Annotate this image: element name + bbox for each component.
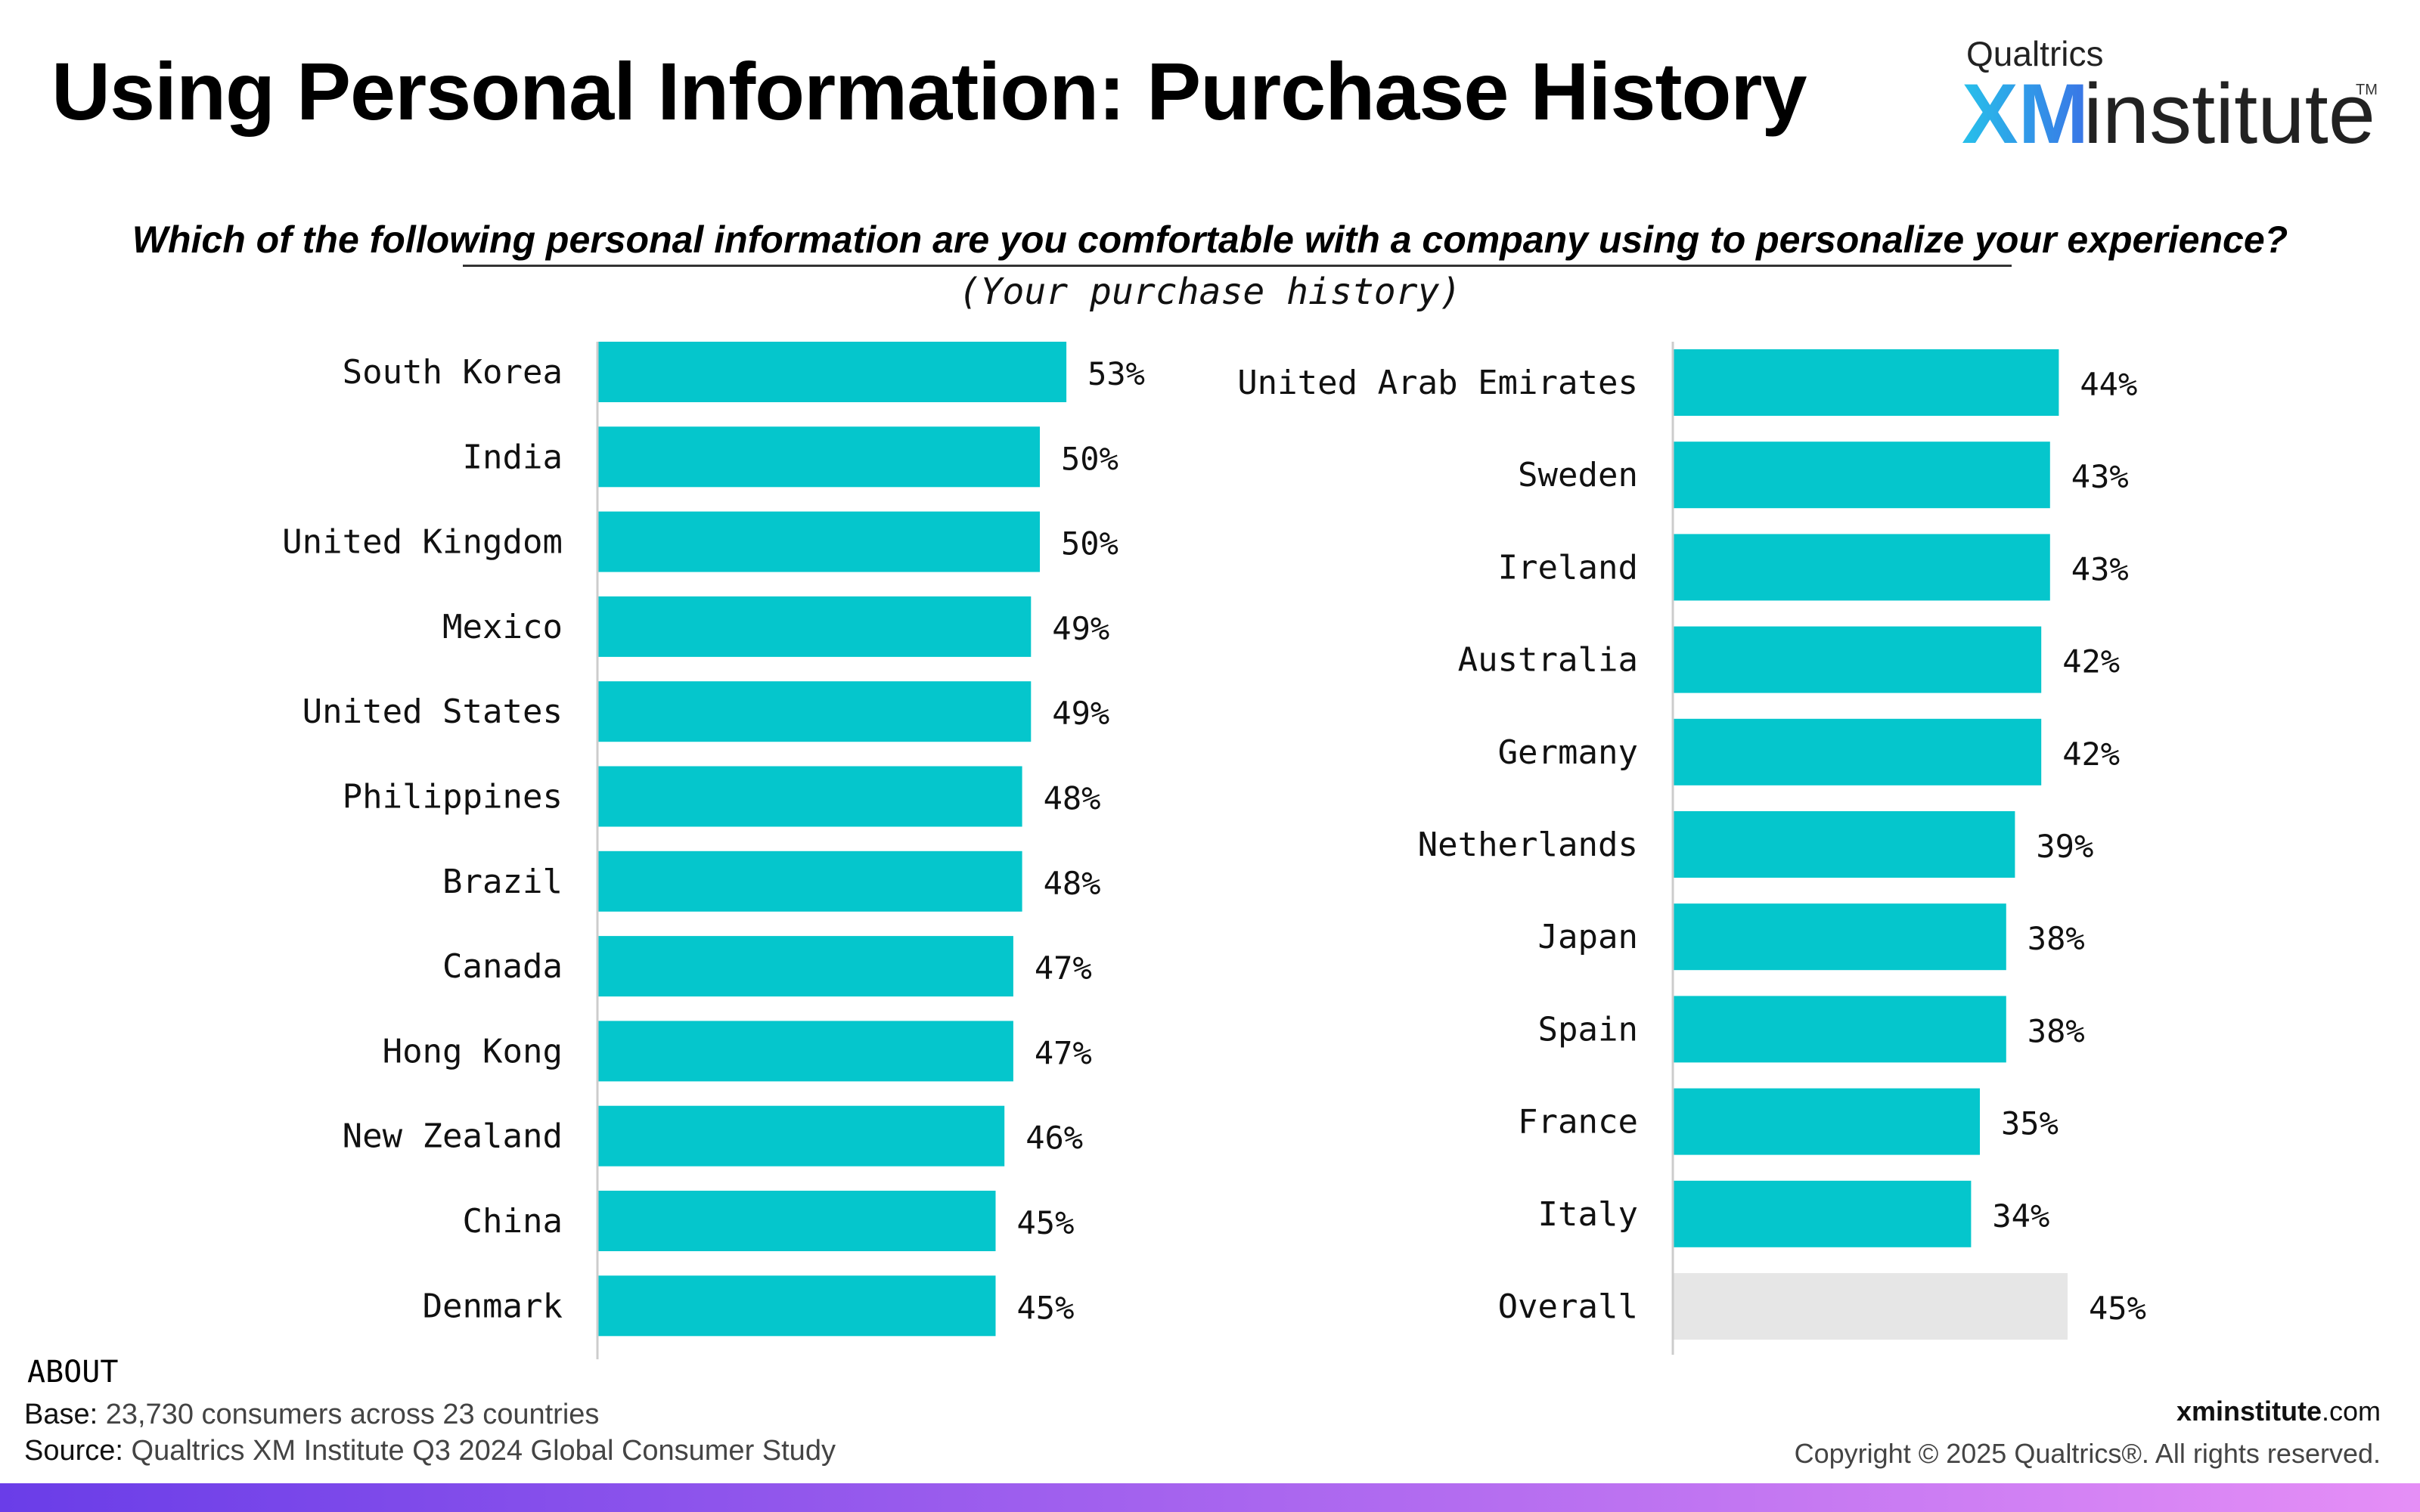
base-note: Base: 23,730 consumers across 23 countri… bbox=[24, 1399, 599, 1431]
value-label: 45% bbox=[1017, 1289, 1075, 1326]
logo-qualtrics-text: Qualtrics bbox=[1966, 34, 2104, 73]
category-label: Japan bbox=[1538, 918, 1638, 956]
source-text: Qualtrics XM Institute Q3 2024 Global Co… bbox=[123, 1435, 836, 1467]
category-label: Mexico bbox=[442, 608, 563, 646]
value-label: 48% bbox=[1044, 780, 1101, 817]
bar-ireland bbox=[1673, 534, 2050, 601]
bar-denmark bbox=[597, 1275, 996, 1337]
category-label: United Arab Emirates bbox=[1237, 364, 1638, 402]
category-label: United Kingdom bbox=[282, 523, 563, 562]
value-label: 50% bbox=[1061, 440, 1118, 477]
value-label: 35% bbox=[2001, 1105, 2059, 1142]
category-label: United States bbox=[302, 692, 563, 731]
value-label: 42% bbox=[2062, 643, 2120, 680]
page-title: Using Personal Information: Purchase His… bbox=[51, 45, 1807, 137]
value-label: 45% bbox=[2089, 1290, 2146, 1327]
category-label: Philippines bbox=[343, 778, 563, 816]
chart-title: Which of the following personal informat… bbox=[132, 218, 2288, 261]
value-label: 34% bbox=[1992, 1198, 2049, 1235]
value-label: 53% bbox=[1087, 355, 1145, 392]
bar-brazil bbox=[597, 850, 1022, 912]
category-label: China bbox=[463, 1202, 563, 1241]
category-label: Hong Kong bbox=[383, 1032, 563, 1070]
bar-spain bbox=[1673, 996, 2006, 1063]
category-label: South Korea bbox=[343, 353, 563, 392]
category-label: France bbox=[1518, 1103, 1638, 1142]
value-label: 38% bbox=[2028, 920, 2085, 957]
category-label: India bbox=[463, 438, 563, 476]
bar-south-korea bbox=[597, 342, 1067, 402]
bar-united-kingdom bbox=[597, 511, 1040, 572]
bar-germany bbox=[1673, 718, 2042, 785]
bar-france bbox=[1673, 1088, 1980, 1155]
base-text: 23,730 consumers across 23 countries bbox=[98, 1399, 600, 1430]
bar-philippines bbox=[597, 766, 1022, 827]
value-label: 39% bbox=[2036, 828, 2093, 865]
value-label: 43% bbox=[2071, 458, 2129, 495]
value-label: 45% bbox=[1017, 1204, 1075, 1241]
value-label: 47% bbox=[1035, 1034, 1092, 1071]
site-link[interactable]: xminstitute.com bbox=[2176, 1396, 2381, 1427]
category-label: Canada bbox=[442, 947, 563, 986]
category-label: Overall bbox=[1498, 1287, 1638, 1326]
bar-united-states bbox=[597, 681, 1032, 742]
bar-japan bbox=[1673, 903, 2006, 971]
value-label: 38% bbox=[2028, 1012, 2085, 1049]
category-label: Germany bbox=[1498, 733, 1638, 772]
bar-mexico bbox=[597, 596, 1032, 657]
bar-overall bbox=[1673, 1273, 2068, 1340]
value-label: 49% bbox=[1052, 695, 1109, 732]
value-label: 42% bbox=[2062, 736, 2120, 773]
bar-new-zealand bbox=[597, 1105, 1005, 1167]
bar-india bbox=[597, 426, 1040, 488]
value-label: 48% bbox=[1044, 865, 1101, 902]
site-domain: .com bbox=[2321, 1396, 2381, 1427]
bar-united-arab-emirates bbox=[1673, 349, 2059, 416]
bar-hong-kong bbox=[597, 1021, 1013, 1082]
value-label: 49% bbox=[1052, 610, 1109, 647]
base-label: Base: bbox=[24, 1399, 98, 1430]
bar-netherlands bbox=[1673, 811, 2015, 878]
value-label: 50% bbox=[1061, 525, 1118, 562]
logo-institute-text: institute bbox=[2083, 67, 2375, 161]
about-heading: ABOUT bbox=[27, 1355, 119, 1390]
value-label: 43% bbox=[2071, 550, 2129, 587]
chart-subtitle: (Your purchase history) bbox=[958, 271, 1462, 313]
logo-xm-text: XM bbox=[1962, 67, 2089, 161]
bar-canada bbox=[597, 936, 1013, 997]
site-name: xminstitute bbox=[2176, 1396, 2322, 1427]
source-note: Source: Qualtrics XM Institute Q3 2024 G… bbox=[24, 1435, 836, 1467]
bar-sweden bbox=[1673, 442, 2050, 509]
bar-italy bbox=[1673, 1180, 1972, 1247]
category-label: Brazil bbox=[442, 863, 563, 901]
category-label: Australia bbox=[1458, 641, 1638, 680]
category-label: Netherlands bbox=[1418, 826, 1638, 864]
value-label: 47% bbox=[1035, 950, 1092, 987]
category-label: Ireland bbox=[1498, 548, 1638, 587]
source-label: Source: bbox=[24, 1435, 123, 1467]
bar-china bbox=[597, 1191, 996, 1251]
title-underline bbox=[463, 265, 2012, 267]
category-label: Spain bbox=[1538, 1010, 1638, 1049]
category-label: Sweden bbox=[1518, 456, 1638, 494]
bar-australia bbox=[1673, 626, 2042, 693]
bottom-gradient-bar bbox=[0, 1483, 2420, 1512]
logo-tm-mark: TM bbox=[2356, 82, 2378, 98]
value-label: 44% bbox=[2080, 366, 2137, 403]
copyright-text: Copyright © 2025 Qualtrics®. All rights … bbox=[1794, 1438, 2381, 1469]
category-label: New Zealand bbox=[343, 1117, 563, 1156]
category-label: Italy bbox=[1538, 1195, 1638, 1234]
category-label: Denmark bbox=[423, 1287, 563, 1325]
value-label: 46% bbox=[1025, 1120, 1083, 1157]
